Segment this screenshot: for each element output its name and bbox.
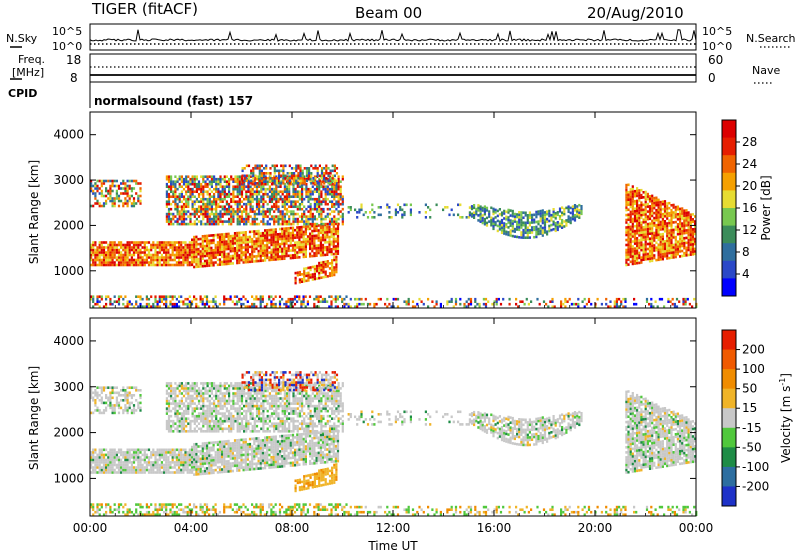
- y-tick-label: 4000: [53, 334, 84, 348]
- colorbar-tick-label: 50: [742, 382, 757, 396]
- colorbar-tick-label: -100: [742, 460, 769, 474]
- nsky-panel: 10^5 10^0 N.Sky 10^5 10^0 N.Search: [6, 23, 796, 53]
- x-tick-label: 00:00: [679, 521, 714, 535]
- freq-panel: Freq. [MHz] 18 8 60 0 Nave: [10, 53, 780, 85]
- colorbar-tick-label: 12: [742, 223, 757, 237]
- nave-tick-high: 60: [708, 53, 723, 67]
- cpid-text: normalsound (fast) 157: [94, 94, 253, 108]
- colorbar-tick-label: 4: [742, 267, 750, 281]
- x-tick-label: 04:00: [174, 521, 209, 535]
- x-tick-label: 00:00: [73, 521, 108, 535]
- date-label: 20/Aug/2010: [587, 4, 684, 22]
- velocity-colorbar-label: Velocity [m s-1]: [778, 373, 793, 463]
- velocity-heatmap-cells: [90, 371, 698, 516]
- colorbar-tick-label: -200: [742, 479, 769, 493]
- y-tick-label: 3000: [53, 173, 84, 187]
- nsearch-tick-high: 10^5: [702, 25, 732, 38]
- colorbar-tick-label: 100: [742, 362, 765, 376]
- colorbar-tick-label: 8: [742, 245, 750, 259]
- nave-label: Nave: [752, 64, 780, 77]
- nsearch-tick-low: 10^0: [702, 40, 732, 53]
- x-tick-label: 16:00: [477, 521, 512, 535]
- nsky-tick-high: 10^5: [52, 25, 82, 38]
- freq-tick-low: 8: [70, 71, 78, 85]
- power-panel: 1000 2000 3000 4000 Slant Range [km]: [27, 111, 698, 309]
- nsky-label: N.Sky: [6, 32, 38, 45]
- colorbar-tick-label: -15: [742, 421, 762, 435]
- colorbar-tick-label: -50: [742, 440, 762, 454]
- velocity-y-ticks: 1000 2000 3000 4000: [53, 334, 696, 485]
- colorbar-tick-label: 28: [742, 135, 757, 149]
- y-tick-label: 1000: [53, 264, 84, 278]
- velocity-ylabel: Slant Range [km]: [27, 366, 41, 470]
- colorbar-tick-label: 16: [742, 201, 757, 215]
- power-colorbar: 4 8 12 16 20 24 28 Power [dB]: [721, 119, 773, 297]
- y-tick-label: 4000: [53, 128, 84, 142]
- cpid-label: CPID: [8, 87, 37, 100]
- freq-label: Freq.: [18, 53, 45, 66]
- y-tick-label: 2000: [53, 218, 84, 232]
- velocity-colorbar: 200 100 50 15 -15 -50 -100 -200 Velocity [m s-1…: [721, 329, 793, 507]
- velocity-x-ticks: 00:00 04:00 08:00 12:00 16:00 20:00 00:00: [73, 318, 714, 535]
- beam-label: Beam 00: [355, 4, 422, 22]
- nsearch-label: N.Search: [746, 32, 796, 45]
- y-tick-label: 3000: [53, 380, 84, 394]
- radar-title: TIGER (fitACF): [91, 0, 198, 18]
- power-colorbar-label: Power [dB]: [759, 175, 773, 240]
- colorbar-tick-label: 24: [742, 157, 757, 171]
- power-x-ticks: [89, 112, 697, 308]
- power-ylabel: Slant Range [km]: [27, 160, 41, 264]
- y-tick-label: 2000: [53, 426, 84, 440]
- x-tick-label: 08:00: [275, 521, 310, 535]
- nave-tick-low: 0: [708, 71, 716, 85]
- velocity-panel: 1000 2000 3000 4000 00:00 04:00 08:00 12:00 16:…: [27, 317, 714, 553]
- colorbar-tick-label: 200: [742, 343, 765, 357]
- x-tick-label: 12:00: [376, 521, 411, 535]
- time-axis-label: Time UT: [367, 539, 418, 553]
- x-tick-label: 20:00: [578, 521, 613, 535]
- cpid-panel: CPID normalsound (fast) 157: [8, 82, 253, 108]
- freq-tick-high: 18: [66, 53, 81, 67]
- freq-unit: [MHz]: [12, 66, 44, 79]
- nsky-trace: [89, 29, 697, 45]
- colorbar-tick-label: 20: [742, 179, 757, 193]
- power-heatmap-cells: [90, 164, 698, 308]
- colorbar-tick-label: 15: [742, 401, 757, 415]
- y-tick-label: 1000: [53, 471, 84, 485]
- power-y-ticks: 1000 2000 3000 4000: [53, 128, 696, 278]
- nsky-tick-low: 10^0: [52, 40, 82, 53]
